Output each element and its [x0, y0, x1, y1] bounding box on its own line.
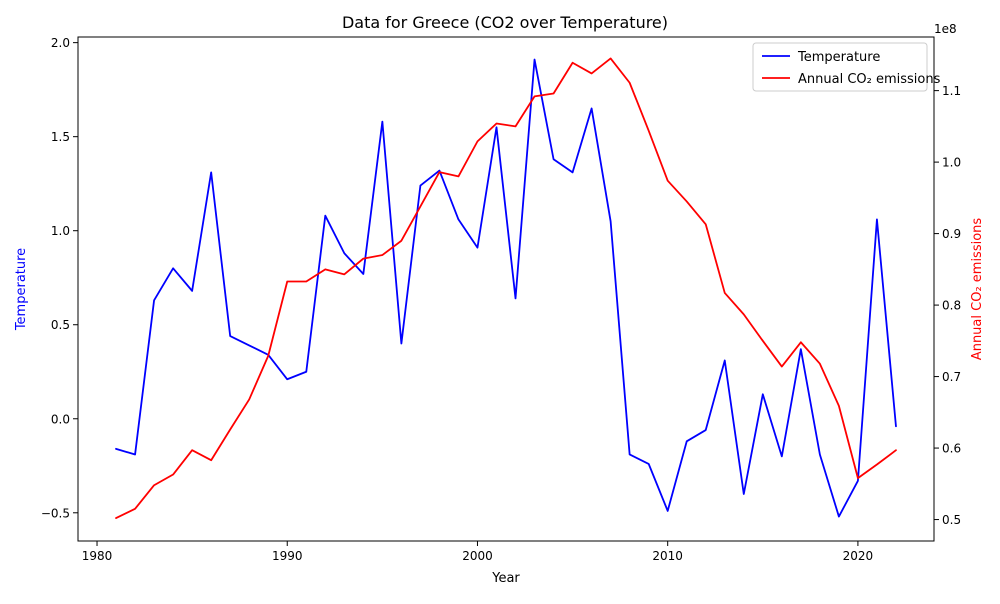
x-tick-label: 2000: [462, 549, 493, 563]
series-line-co2: [115, 57, 897, 520]
x-axis-label: Year: [491, 571, 520, 586]
x-tick-label: 2010: [652, 549, 683, 563]
chart-title: Data for Greece (CO2 over Temperature): [342, 13, 668, 32]
x-axis: 1980 1990 2000 2010 2020: [82, 541, 873, 563]
y-right-tick-label: 0.7: [942, 370, 961, 384]
y-left-tick-label: −0.5: [41, 506, 70, 520]
legend-box: [752, 42, 928, 92]
legend-label-co2: Annual CO₂ emissions: [798, 72, 941, 87]
y-axis-right: 0.5 0.6 0.7 0.8 0.9 1.0 1.1: [934, 84, 961, 527]
y-left-tick-label: 0.5: [51, 318, 70, 332]
y-left-tick-label: 1.0: [51, 224, 70, 238]
series-layer: [115, 57, 897, 520]
y-right-tick-label: 1.0: [942, 156, 961, 170]
y-right-tick-label: 1.1: [942, 84, 961, 98]
x-tick-label: 1990: [272, 549, 303, 563]
right-axis-multiplier: 1e8: [934, 22, 957, 36]
y-axis-left-label: Temperature: [14, 248, 29, 331]
y-right-tick-label: 0.6: [942, 442, 961, 456]
y-right-tick-label: 0.9: [942, 227, 961, 241]
y-right-tick-label: 0.5: [942, 513, 961, 527]
legend-label-temperature: Temperature: [797, 50, 880, 65]
y-axis-left: −0.5 0.0 0.5 1.0 1.5 2.0: [41, 36, 78, 520]
x-tick-label: 2020: [843, 549, 874, 563]
y-axis-right-label: Annual CO₂ emissions: [970, 218, 985, 361]
plot-area-frame: [77, 36, 935, 542]
y-right-tick-label: 0.8: [942, 299, 961, 313]
legend: Temperature Annual CO₂ emissions: [752, 42, 941, 92]
y-left-tick-label: 2.0: [51, 36, 70, 50]
series-line-temperature: [115, 58, 897, 518]
y-left-tick-label: 0.0: [51, 412, 70, 426]
y-left-tick-label: 1.5: [51, 130, 70, 144]
x-tick-label: 1980: [82, 549, 113, 563]
